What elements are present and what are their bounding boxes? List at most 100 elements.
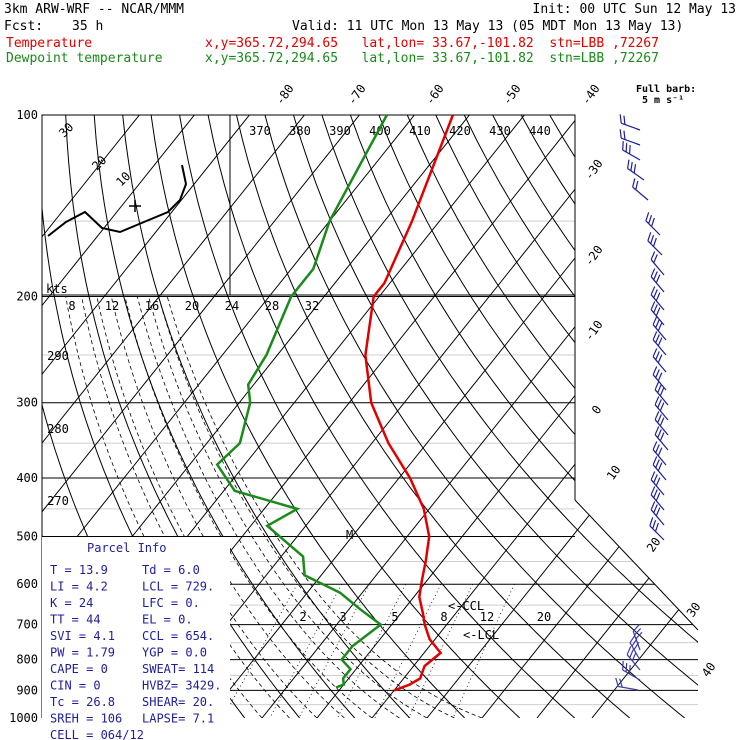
mixing-ratio-line: [408, 584, 474, 718]
dry-adiabat: [378, 115, 698, 718]
wind-barb: [632, 624, 643, 651]
hodograph-trace: [47, 164, 188, 237]
forecast-label: Fcst:: [4, 19, 44, 34]
isotherm-label: -70: [345, 82, 369, 108]
hodograph-speed-label: 28: [265, 299, 279, 313]
parcel-row-right: YGP = 0.0: [142, 646, 207, 660]
theta-label: 440: [529, 124, 551, 138]
wind-barb: [629, 634, 641, 661]
wind-barb: [619, 129, 641, 146]
pressure-label: 1000: [9, 711, 38, 725]
dry-adiabat: [577, 115, 698, 718]
pressure-label: 500: [16, 529, 38, 543]
sounding-series: <-CCL <-LCL M: [215, 114, 499, 692]
pressure-label: 700: [16, 618, 38, 632]
wind-barb: [650, 501, 665, 526]
parcel-row-right: SWEAT= 114: [142, 662, 214, 676]
parcel-row-left: TT = 44: [50, 613, 101, 627]
wind-barb: [654, 381, 669, 406]
parcel-row-left: SVI = 4.1: [50, 629, 115, 643]
hodograph-speed-label: 12: [105, 299, 119, 313]
dry-adiabat: [691, 115, 698, 718]
pressure-label: 600: [16, 577, 38, 591]
isotherm: [206, 115, 690, 718]
valid-time: Valid: 11 UTC Mon 13 May 13 (05 MDT Mon …: [292, 19, 684, 34]
mixing-ratio-line: [269, 584, 343, 718]
mixing-ratio-label: 8: [440, 610, 447, 624]
isotherm-label: -30: [582, 157, 606, 183]
isotherm-label: 0: [589, 403, 605, 417]
moist-adiabat: [158, 296, 455, 718]
isotherm-label: 10: [604, 463, 624, 483]
theta-left-label: 290: [47, 349, 69, 363]
wind-barb: [650, 486, 665, 511]
theta-label: 390: [329, 124, 351, 138]
parcel-row-left: CAPE = 0: [50, 662, 108, 676]
wind-barb: [650, 251, 665, 276]
isotherm: [42, 115, 195, 718]
wind-barb: [654, 396, 669, 421]
dry-adiabat: [179, 115, 521, 718]
isotherm: [316, 115, 698, 718]
temperature-line: [364, 114, 455, 692]
wind-barb: [615, 677, 639, 691]
wind-barb: [645, 212, 661, 236]
mixing-ratio-label: 3: [339, 610, 346, 624]
dewpoint-line: [215, 114, 388, 689]
wind-barbs: [615, 114, 669, 691]
mixing-ratio-line: [298, 584, 370, 718]
hodograph-speed-label: 24: [225, 299, 239, 313]
parcel-row-right: CCL = 654.: [142, 629, 214, 643]
isotherm: [261, 115, 698, 718]
wind-barb: [652, 316, 667, 341]
parcel-m-label: M: [346, 528, 353, 542]
hodograph-speed-label: 32: [305, 299, 319, 313]
pressure-label: 800: [16, 653, 38, 667]
parcel-row-left: Tc = 26.8: [50, 695, 115, 709]
dry-adiabat: [293, 115, 698, 718]
parcel-row-left: T = 13.9: [50, 563, 108, 577]
model-title: 3km ARW-WRF -- NCAR/MMM: [4, 2, 185, 17]
parcel-row-left: CELL = 064/12: [50, 728, 144, 740]
moist-adiabat: [81, 296, 290, 718]
dry-adiabat: [634, 115, 698, 718]
isotherm: [151, 115, 635, 718]
temperature-legend: Temperature: [6, 36, 93, 51]
wind-barb: [654, 426, 669, 451]
mixing-ratio-line: [222, 584, 298, 718]
lcl-label: <-LCL: [463, 628, 499, 642]
ccl-label: <-CCL: [448, 599, 484, 613]
pressure-label: 300: [16, 396, 38, 410]
isotherm: [371, 115, 698, 718]
plot-frame-diagonal: [574, 499, 699, 631]
isotherm-label: -40: [579, 82, 603, 108]
isotherm: [536, 115, 698, 718]
dry-adiabat: [606, 115, 698, 718]
plot-frame: [41, 114, 576, 718]
dry-adiabat: [150, 115, 466, 718]
isotherm: [42, 115, 250, 718]
parcel-row-left: K = 24: [50, 596, 93, 610]
parcel-row-right: LFC = 0.: [142, 596, 200, 610]
parcel-row-left: SREH = 106: [50, 712, 122, 726]
wind-barb: [627, 159, 645, 181]
dry-adiabat: [721, 115, 740, 718]
dry-adiabat: [264, 115, 686, 718]
isotherm-label: -80: [273, 82, 297, 108]
parcel-row-right: SHEAR= 20.: [142, 695, 214, 709]
barb-scale-title: Full barb:: [636, 84, 697, 95]
parcel-row-right: HVBZ= 3429.: [142, 679, 221, 693]
dry-adiabat: [463, 115, 698, 718]
wind-barb: [622, 661, 641, 681]
dewpoint-station-info: x,y=365.72,294.65 lat,lon= 33.67,-101.82…: [205, 51, 659, 66]
isotherm: [42, 115, 360, 718]
pressure-label: 200: [16, 290, 38, 304]
wind-barb: [652, 366, 667, 391]
barb-scale-unit: 5 m s⁻¹: [642, 95, 685, 106]
parcel-row-right: LCL = 729.: [142, 580, 214, 594]
wind-barb: [622, 141, 641, 161]
isotherm: [42, 115, 140, 718]
pressure-label: 900: [16, 683, 38, 697]
